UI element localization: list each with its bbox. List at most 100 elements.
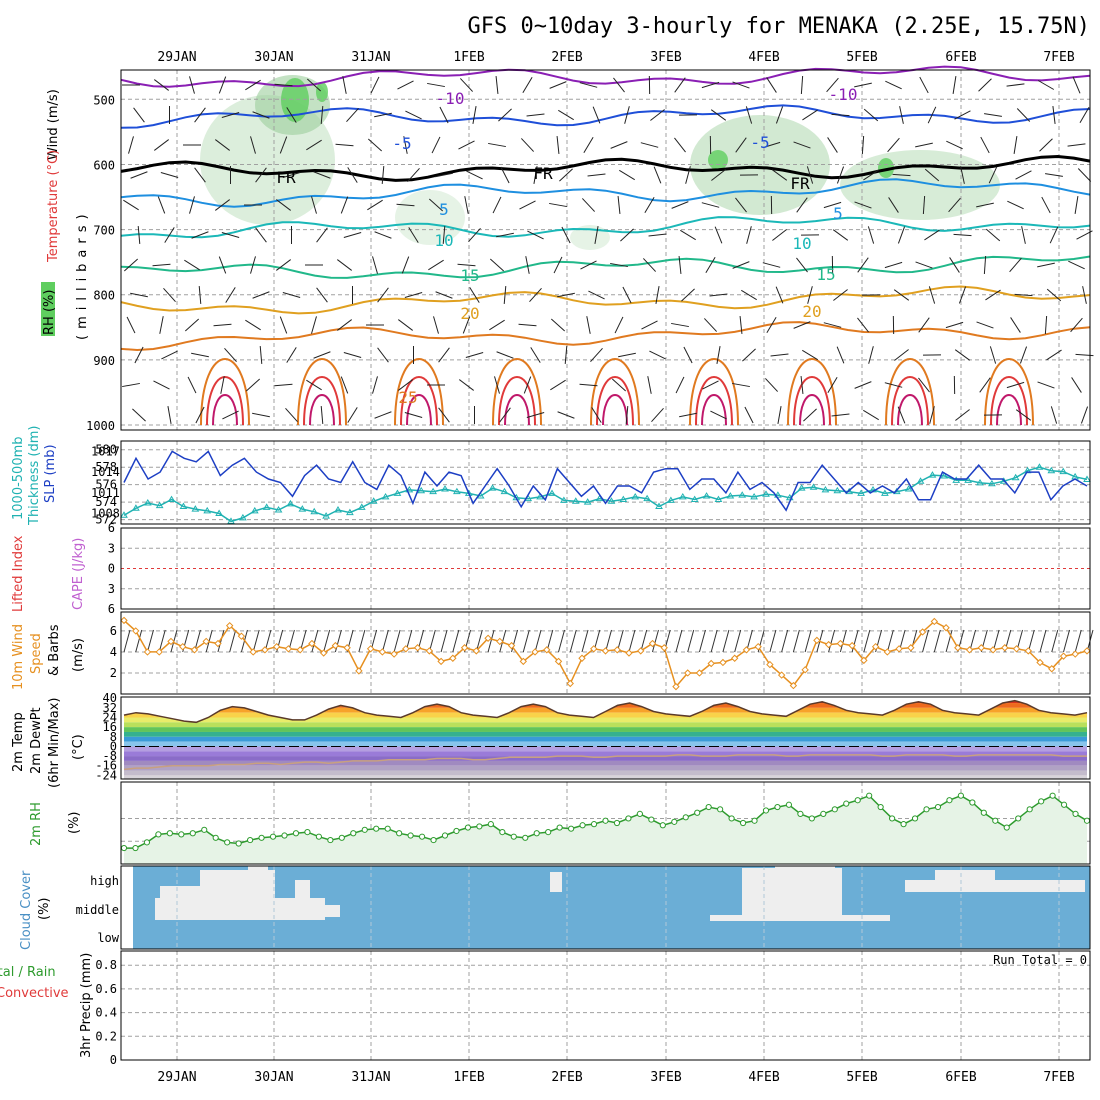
- wind-barb: [433, 316, 439, 334]
- thickness-line-point: [417, 486, 426, 494]
- wind-speed-line-point: [907, 644, 915, 652]
- wind-speed-line-point: [895, 645, 903, 653]
- wind-barb: [220, 376, 225, 394]
- wind-barb: [323, 629, 331, 653]
- wind-barb: [279, 316, 288, 334]
- wind-barb: [839, 629, 847, 653]
- wind-barb: [610, 262, 628, 268]
- y-tick-label: 3: [108, 541, 115, 555]
- wind-speed-line-point: [954, 644, 962, 652]
- wind-barb: [367, 138, 383, 152]
- wind-barb: [374, 231, 392, 239]
- rh-shade-core: [878, 158, 894, 178]
- wind-barb: [1009, 257, 1022, 273]
- wind-speed-line-point: [648, 639, 657, 648]
- wind-barb: [1015, 409, 1032, 421]
- wind-barb: [472, 106, 477, 124]
- wind-barb: [163, 287, 176, 303]
- wind-barb: [649, 350, 666, 360]
- wind-barb: [894, 349, 909, 361]
- cloud-block: [710, 915, 890, 921]
- heating-contour: [590, 358, 640, 426]
- wind-barb: [313, 351, 331, 359]
- wind-barb: [377, 287, 389, 303]
- wind-speed-line-point: [637, 647, 645, 655]
- rh-line-point: [694, 809, 701, 816]
- temp-band: [124, 736, 1087, 742]
- thickness-line-point: [239, 513, 247, 521]
- wind-barb: [1082, 286, 1087, 304]
- label-precip-b: Convective: [0, 986, 69, 1001]
- wind-speed-line-point: [930, 617, 939, 626]
- thickness-line-point: [821, 485, 830, 493]
- temp-band: [124, 717, 1087, 723]
- wind-barb: [1039, 138, 1053, 152]
- wind-barb: [983, 255, 987, 275]
- contour-label: 25: [398, 388, 417, 407]
- rh-line-point: [269, 833, 277, 840]
- panel-frame: [120, 781, 1091, 865]
- date-label: 1FEB: [453, 50, 484, 65]
- wind-barb: [644, 197, 655, 213]
- wind-barb: [530, 347, 541, 363]
- thickness-line-point: [179, 502, 188, 510]
- panel-frame: [120, 440, 1091, 525]
- wind-barb: [674, 137, 686, 153]
- y-tick-label: 574: [95, 495, 117, 509]
- thickness-line-point: [809, 483, 818, 490]
- wind-barb: [960, 166, 965, 184]
- thickness-line-point: [964, 476, 972, 483]
- wind-speed-line-point: [507, 641, 516, 650]
- panel-frame: [120, 611, 1091, 695]
- wind-barb: [1013, 136, 1018, 154]
- wind-barb: [164, 227, 175, 243]
- wind-barb: [857, 257, 869, 273]
- rh-line-point: [877, 803, 884, 811]
- wind-barb: [732, 261, 750, 269]
- rh-line-point: [545, 829, 552, 836]
- wind-barb: [651, 407, 664, 423]
- wind-barb: [831, 413, 850, 417]
- wind-barb: [887, 137, 900, 153]
- wind-barb: [381, 629, 389, 653]
- y-tick-label: 0.4: [95, 1006, 117, 1020]
- wind-barb: [617, 195, 621, 215]
- y-tick-label: 6: [110, 624, 117, 638]
- wind-barb: [398, 379, 413, 391]
- wind-barb: [161, 350, 178, 360]
- heating-contour: [200, 358, 250, 426]
- panel-frame: [120, 527, 1091, 610]
- wind-barb: [734, 629, 742, 653]
- rh-line-point: [648, 816, 655, 823]
- rh-line-point: [304, 829, 311, 836]
- wind-speed-line-point: [132, 627, 140, 635]
- wind-barb: [198, 285, 202, 305]
- date-label: 29JAN: [157, 1070, 196, 1085]
- y-tick-label: 1000: [86, 419, 115, 433]
- wind-barb: [282, 172, 301, 178]
- rh-line-point: [510, 833, 517, 840]
- label-wind10-units: (m/s): [71, 638, 86, 672]
- cloud-block: [775, 866, 835, 884]
- wind-speed-line-point: [390, 650, 398, 658]
- thickness-line-point: [310, 507, 319, 515]
- wind-barb: [372, 256, 378, 274]
- wind-barb: [741, 289, 757, 301]
- wind-barb: [459, 379, 474, 391]
- wind-barb: [500, 166, 510, 184]
- thickness-line-point: [429, 487, 437, 495]
- heating-contour: [309, 394, 335, 426]
- wind-barb: [823, 322, 842, 328]
- rh-line-point: [866, 792, 873, 799]
- date-label: 2FEB: [551, 1070, 582, 1085]
- rh-line-point: [418, 833, 426, 840]
- wind-barb: [1044, 315, 1048, 335]
- wind-barb: [766, 77, 777, 93]
- temp-band: [124, 727, 1087, 732]
- rh-line-point: [441, 832, 449, 839]
- wind-speed-line-point: [824, 640, 833, 649]
- rh-line-point: [969, 799, 976, 806]
- wind-barb: [893, 289, 910, 301]
- rh-line-point: [258, 834, 265, 841]
- cloud-cover-panel: high middle low: [76, 865, 1091, 950]
